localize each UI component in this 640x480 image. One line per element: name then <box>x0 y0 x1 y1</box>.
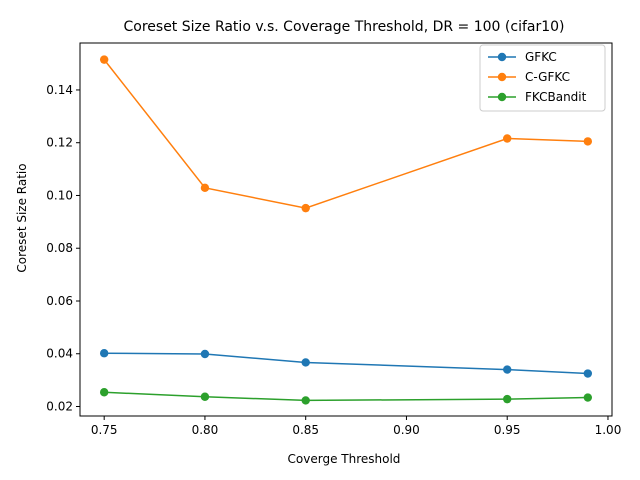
y-tick-label: 0.10 <box>46 188 73 202</box>
y-tick-label: 0.02 <box>46 400 73 414</box>
plot-area <box>99 55 593 405</box>
legend-entry: C-GFKC <box>488 70 570 84</box>
legend-label: GFKC <box>525 50 557 64</box>
y-axis-label: Coreset Size Ratio <box>15 163 29 272</box>
data-point <box>301 358 310 367</box>
data-point <box>99 388 109 397</box>
series-fkcbandit <box>99 388 593 405</box>
legend: GFKC C-GFKC FKCBandit <box>479 44 606 112</box>
data-point <box>583 137 593 146</box>
x-tick-label: 0.95 <box>494 423 521 437</box>
series-c-gfkc <box>99 55 593 213</box>
legend-marker <box>497 52 507 62</box>
data-point <box>503 365 512 374</box>
x-tick-label: 0.85 <box>292 423 319 437</box>
data-point <box>301 203 310 213</box>
x-tick-label: 0.80 <box>192 423 219 437</box>
data-point <box>200 183 210 193</box>
data-point <box>583 369 593 378</box>
y-tick-label: 0.14 <box>46 83 73 97</box>
x-tick-label: 1.00 <box>595 423 622 437</box>
legend-marker <box>497 92 507 102</box>
data-point <box>200 392 210 401</box>
legend-entry: FKCBandit <box>488 90 587 104</box>
chart-title: Coreset Size Ratio v.s. Coverage Thresho… <box>124 19 565 35</box>
x-tick-label: 0.90 <box>393 423 420 437</box>
data-point <box>503 134 512 143</box>
y-tick-label: 0.08 <box>46 241 73 255</box>
axes-frame <box>79 42 613 417</box>
x-axis: 0.75 0.80 0.85 0.90 0.95 1.00 <box>91 416 622 437</box>
x-tick-label: 0.75 <box>91 423 118 437</box>
series-gfkc <box>99 349 593 378</box>
y-tick-label: 0.04 <box>46 347 73 361</box>
legend-label: C-GFKC <box>525 70 570 84</box>
data-point <box>99 55 109 64</box>
y-tick-label: 0.06 <box>46 294 73 308</box>
y-tick-label: 0.12 <box>46 136 73 150</box>
legend-entry: GFKC <box>488 50 557 64</box>
data-point <box>301 396 310 405</box>
x-axis-label: Coverge Threshold <box>288 452 401 466</box>
data-point <box>503 394 512 404</box>
data-point <box>99 349 109 358</box>
legend-box <box>479 44 606 112</box>
legend-marker <box>497 72 507 82</box>
data-point <box>583 393 593 402</box>
y-axis: 0.02 0.04 0.06 0.08 0.10 0.12 0.14 <box>46 83 80 414</box>
legend-label: FKCBandit <box>525 90 587 104</box>
data-point <box>200 349 210 359</box>
